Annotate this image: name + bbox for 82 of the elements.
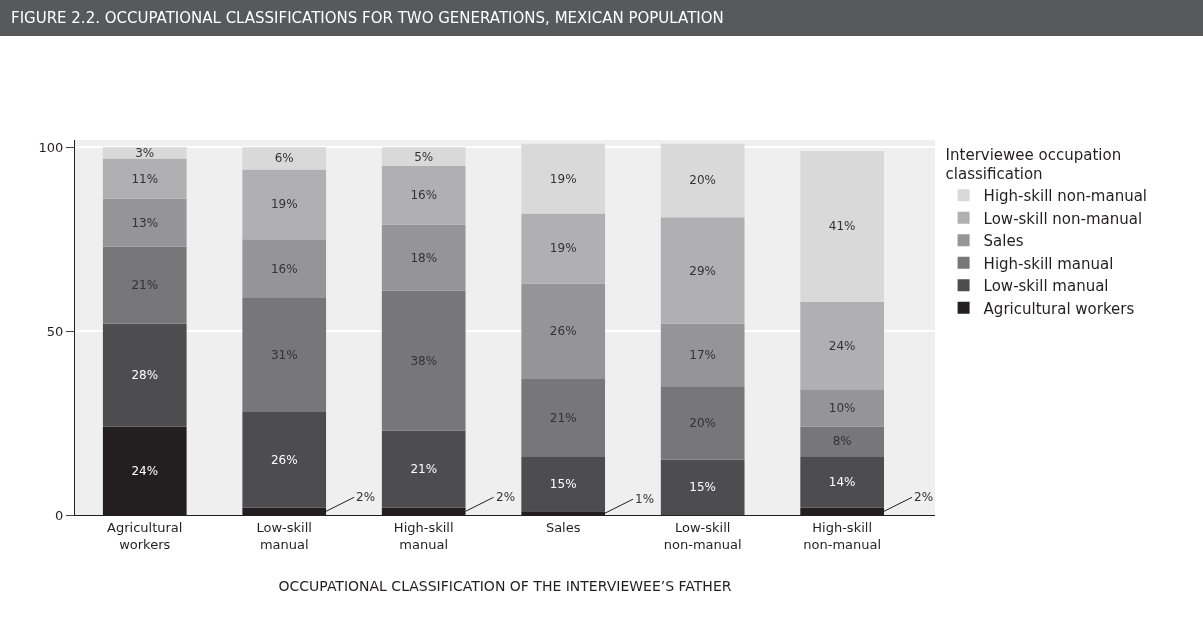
data-label: 5% <box>414 149 434 164</box>
data-label: 1% <box>635 492 655 506</box>
bar <box>381 430 466 508</box>
bar <box>102 198 187 247</box>
bar <box>242 147 327 170</box>
legend-label: High-skill non-manual <box>983 187 1148 206</box>
x-tick-label: Agricultural workers <box>107 519 183 552</box>
bar <box>800 151 884 302</box>
x-tick-label: Low-skill manual <box>256 519 312 552</box>
data-label: 16% <box>270 261 298 276</box>
data-label: 26% <box>549 324 577 339</box>
data-label: 16% <box>410 188 438 203</box>
bar <box>521 456 606 512</box>
data-label: 15% <box>549 476 577 491</box>
bar <box>800 301 884 390</box>
data-label: 15% <box>689 480 717 495</box>
data-label: 28% <box>131 368 159 383</box>
data-label: 31% <box>270 348 298 363</box>
data-label: 19% <box>549 171 577 186</box>
bar <box>381 290 466 431</box>
bar <box>521 143 606 214</box>
bar <box>660 143 745 218</box>
bar <box>381 147 466 166</box>
data-label: 2% <box>356 490 376 504</box>
legend-label: Low-skill non-manual <box>983 209 1143 228</box>
data-label: 14% <box>828 474 856 489</box>
bar <box>381 165 466 225</box>
legend-label: Agricultural workers <box>983 299 1135 318</box>
legend-title: Interviewee occupation classification <box>945 145 1122 183</box>
data-label: 41% <box>828 219 856 234</box>
bar <box>660 459 745 515</box>
y-tick-label: 50 <box>46 323 64 339</box>
data-label: 18% <box>410 250 438 265</box>
data-label: 3% <box>135 145 155 160</box>
bar <box>381 224 466 291</box>
data-label: 19% <box>549 241 577 256</box>
data-label: 6% <box>274 151 294 166</box>
data-label: 38% <box>410 353 438 368</box>
data-label: 11% <box>131 171 159 186</box>
bar <box>242 298 327 413</box>
data-label: 21% <box>410 462 438 477</box>
bar <box>660 386 745 460</box>
data-label: 2% <box>914 490 934 504</box>
bar <box>800 456 884 508</box>
bar <box>102 158 187 199</box>
data-label: 2% <box>496 490 516 504</box>
bar <box>660 323 745 387</box>
bar <box>102 323 187 427</box>
bar <box>800 390 884 427</box>
data-label: 24% <box>828 338 856 353</box>
bar <box>521 283 606 379</box>
x-tick-label: High-skill non-manual <box>803 519 882 552</box>
data-label: 19% <box>270 197 298 212</box>
y-tick-label: 0 <box>55 507 64 523</box>
x-tick-label: Low-skill non-manual <box>663 519 742 552</box>
legend-label: Low-skill manual <box>983 277 1109 296</box>
data-label: 21% <box>131 278 159 293</box>
data-label: 26% <box>270 452 298 467</box>
data-label: 21% <box>549 410 577 425</box>
x-tick-label: High-skill manual <box>393 519 454 552</box>
bar <box>521 378 606 457</box>
data-label: 13% <box>131 215 159 230</box>
legend-label: Sales <box>983 232 1024 251</box>
data-label: 20% <box>689 416 717 431</box>
data-label: 8% <box>832 434 852 449</box>
bar <box>242 169 327 240</box>
bar <box>242 239 327 299</box>
bar <box>521 213 606 284</box>
bar <box>242 412 327 508</box>
data-label: 24% <box>131 463 159 478</box>
data-label: 17% <box>689 348 717 363</box>
bar <box>102 246 187 324</box>
data-label: 20% <box>689 173 717 188</box>
x-axis-title: OCCUPATIONAL CLASSIFICATION OF THE INTERVIEWEE’S FATHER <box>278 577 732 594</box>
x-tick-label: Sales <box>545 519 581 535</box>
bar <box>660 217 745 324</box>
y-tick-label: 100 <box>38 139 64 155</box>
bar <box>800 426 884 457</box>
legend-label: High-skill manual <box>983 254 1114 273</box>
data-label: 29% <box>689 263 717 278</box>
chart-title: FIGURE 2.2. OCCUPATIONAL CLASSIFICATIONS FOR TWO GENERATIONS, MEXICAN POPULATION <box>11 9 724 27</box>
data-label: 10% <box>828 401 856 416</box>
